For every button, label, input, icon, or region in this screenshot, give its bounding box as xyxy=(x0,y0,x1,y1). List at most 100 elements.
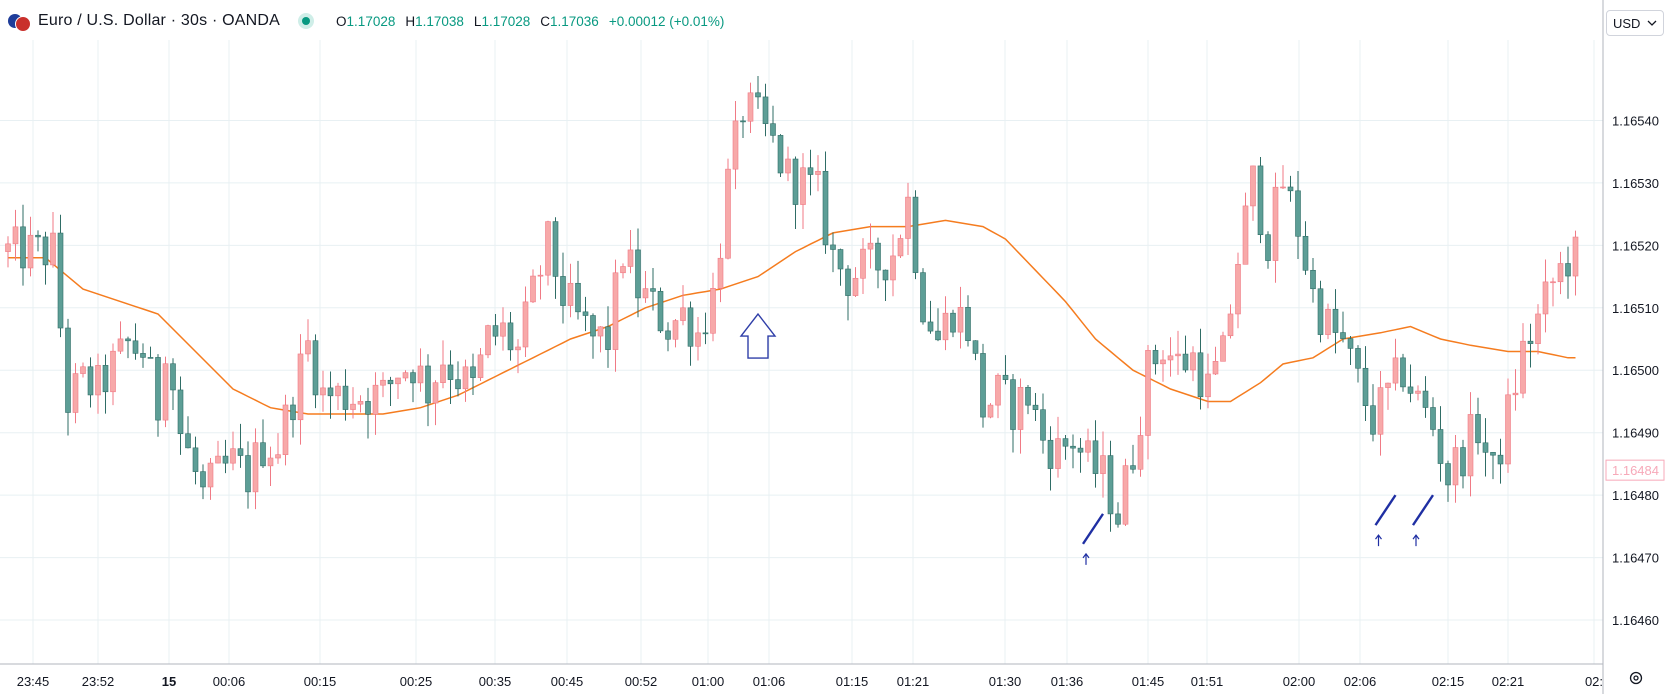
candle-down xyxy=(1152,344,1159,375)
candle-body xyxy=(1070,445,1076,449)
x-tick-label: 01:51 xyxy=(1191,674,1224,689)
ohlc-values: O1.17028 H1.17038 L1.17028 C1.17036 +0.0… xyxy=(336,14,724,29)
candle-up xyxy=(320,370,326,412)
candle-body xyxy=(365,401,371,415)
candle-body xyxy=(402,372,409,379)
open-value: 1.17028 xyxy=(346,13,396,29)
candle-down xyxy=(560,252,566,324)
candle-up xyxy=(335,382,341,411)
candle-up xyxy=(252,428,259,510)
candle-up xyxy=(1572,230,1579,296)
candle-down xyxy=(830,232,836,273)
currency-select[interactable]: USD xyxy=(1606,10,1664,36)
candle-down xyxy=(447,350,454,404)
candle-body xyxy=(207,462,214,488)
candle-body xyxy=(1550,281,1556,284)
candle-body xyxy=(657,291,664,332)
candle-up xyxy=(890,234,896,297)
candle-body xyxy=(395,377,401,385)
candle-up xyxy=(1160,350,1166,382)
candle-body xyxy=(380,379,386,386)
candle-body xyxy=(1265,234,1271,261)
candle-body xyxy=(1040,409,1046,441)
candle-body xyxy=(87,366,94,396)
candle-body xyxy=(245,455,251,493)
candle-body xyxy=(312,340,319,396)
candle-body xyxy=(620,266,626,274)
candle-body xyxy=(132,340,139,354)
candle-down xyxy=(1115,502,1121,528)
candle-body xyxy=(1017,387,1024,430)
candle-up xyxy=(5,236,11,268)
candle-body xyxy=(575,282,581,313)
candle-body xyxy=(680,307,686,321)
candle-down xyxy=(882,269,889,302)
candle-down xyxy=(1332,289,1339,354)
candle-up xyxy=(672,318,679,348)
candle-up xyxy=(567,263,574,318)
candle-body xyxy=(1100,455,1106,474)
open-label: O xyxy=(336,13,347,29)
candle-body xyxy=(1242,205,1249,265)
candle-body xyxy=(1377,387,1384,435)
candle-body xyxy=(335,385,341,397)
candle-down xyxy=(1070,434,1076,469)
candle-body xyxy=(665,330,671,340)
candle-body xyxy=(267,457,274,467)
candle-down xyxy=(845,265,851,321)
market-status-icon[interactable] xyxy=(298,13,315,29)
candle-body xyxy=(755,92,761,98)
current-price-tag: 1.16484 xyxy=(1605,459,1665,481)
candle-down xyxy=(965,295,971,347)
candle-body xyxy=(185,433,191,449)
symbol-title[interactable]: Euro / U.S. Dollar · 30s · OANDA xyxy=(38,12,281,29)
candle-down xyxy=(65,318,71,436)
candle-body xyxy=(290,404,296,421)
low-label: L xyxy=(473,13,482,29)
candle-body xyxy=(110,350,116,393)
candle-down xyxy=(222,439,229,474)
candle-down xyxy=(1430,397,1436,437)
candle-up xyxy=(957,286,964,349)
candle-up xyxy=(1085,428,1091,462)
high-value: 1.17038 xyxy=(415,13,464,29)
candle-up xyxy=(987,403,994,419)
candle-body xyxy=(1467,414,1474,477)
time-axis[interactable]: 23:45 23:52 15 00:06 00:15 00:25 00:35 00:45 00:… xyxy=(17,674,1603,689)
candle-up xyxy=(725,158,731,260)
gear-icon[interactable] xyxy=(1628,670,1644,686)
candle-up xyxy=(897,234,904,259)
candle-up xyxy=(1055,416,1061,478)
candle-body xyxy=(672,320,679,340)
candle-body xyxy=(1332,308,1339,333)
candle-body xyxy=(1385,382,1391,388)
candle-up xyxy=(627,229,634,274)
candle-body xyxy=(1167,355,1174,361)
candle-down xyxy=(972,340,979,361)
candle-down xyxy=(177,376,184,455)
candle-down xyxy=(1077,438,1084,473)
candle-down xyxy=(650,268,656,311)
candle-down xyxy=(1107,440,1114,532)
candle-down xyxy=(57,214,64,338)
candle-up xyxy=(1250,165,1256,221)
candle-down xyxy=(1032,392,1039,421)
candle-body xyxy=(1235,264,1241,315)
candle-down xyxy=(1287,175,1294,202)
y-tick-label: 1.16460 xyxy=(1612,613,1659,628)
candle-body xyxy=(1212,361,1219,375)
candle-body xyxy=(1175,353,1181,357)
candle-body xyxy=(1182,353,1189,371)
candle-body xyxy=(1340,332,1346,339)
moving-average-series xyxy=(8,219,1576,415)
candle-body xyxy=(5,243,11,252)
candle-down xyxy=(1407,364,1414,403)
candle-body xyxy=(72,373,79,413)
price-axis[interactable]: 1.16540 1.16530 1.16520 1.16510 1.16500 1.164… xyxy=(1612,113,1659,628)
y-tick-label: 1.16530 xyxy=(1612,176,1659,191)
candle-body xyxy=(215,455,221,464)
candle-up xyxy=(1242,192,1249,265)
candle-up xyxy=(50,211,56,268)
candle-up xyxy=(110,343,116,406)
